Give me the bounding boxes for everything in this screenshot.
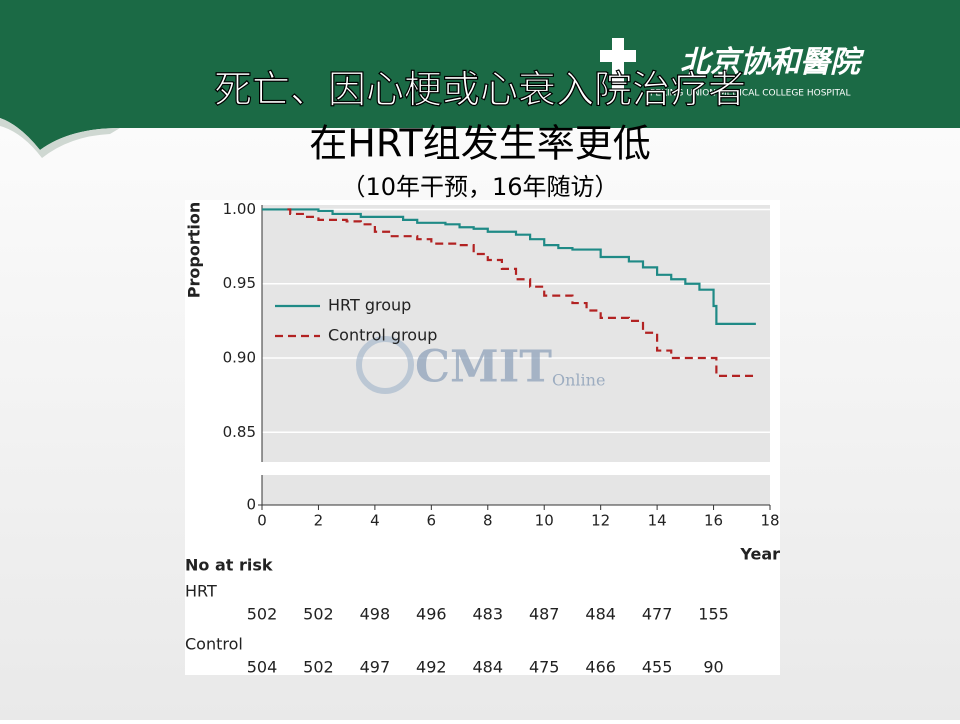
risk-count: 504 (247, 658, 278, 677)
logo-cn: 北京协和醫院 (680, 45, 865, 80)
logo-cross (600, 38, 636, 92)
title-line-1: 死亡、因心梗或心衰入院治疗者 (214, 68, 746, 112)
risk-count: 483 (473, 605, 504, 624)
watermark-globe (356, 336, 414, 394)
risk-count: 484 (585, 605, 616, 624)
risk-row-name: HRT (185, 582, 217, 601)
risk-row-name: Control (185, 635, 243, 654)
risk-count: 466 (585, 658, 616, 677)
y-tick-label: 0 (246, 496, 256, 514)
x-tick-label: 14 (648, 512, 667, 530)
y-tick-label: 0.95 (223, 274, 256, 292)
x-tick-label: 6 (427, 512, 437, 530)
km-curve (262, 208, 756, 325)
watermark: CMIT (415, 342, 552, 393)
plot-background (262, 205, 770, 462)
x-tick-label: 0 (257, 512, 267, 530)
subtitle: （10年干预，16年随访） (341, 173, 618, 201)
header-wave (0, 118, 120, 158)
risk-count: 498 (360, 605, 391, 624)
x-tick-label: 18 (760, 512, 779, 530)
risk-count: 455 (642, 658, 673, 677)
km-curve (287, 208, 756, 377)
risk-count: 502 (247, 605, 278, 624)
risk-count: 497 (360, 658, 391, 677)
x-tick-label: 4 (370, 512, 380, 530)
risk-count: 155 (698, 605, 729, 624)
x-tick-label: 16 (704, 512, 723, 530)
y-tick-label: 1.00 (223, 200, 256, 218)
watermark: Online (552, 371, 605, 390)
risk-count: 477 (642, 605, 673, 624)
risk-table-title: No at risk (185, 556, 273, 575)
legend-label: HRT group (328, 296, 411, 315)
title-line-2: 在HRT组发生率更低 (309, 122, 650, 166)
x-tick-label: 2 (314, 512, 324, 530)
header-band (0, 0, 960, 150)
risk-count: 487 (529, 605, 560, 624)
y-tick-label: 0.90 (223, 349, 256, 367)
x-tick-label: 8 (483, 512, 493, 530)
y-axis-label: Proportion (185, 202, 204, 298)
risk-count: 484 (473, 658, 504, 677)
x-tick-label: 12 (591, 512, 610, 530)
legend-label: Control group (328, 326, 437, 345)
risk-count: 90 (703, 658, 723, 677)
risk-count: 492 (416, 658, 447, 677)
lower-panel-background (262, 475, 770, 505)
risk-count: 502 (303, 658, 334, 677)
risk-count: 502 (303, 605, 334, 624)
x-tick-label: 10 (535, 512, 554, 530)
x-axis-label: Year (739, 545, 780, 564)
risk-count: 496 (416, 605, 447, 624)
risk-count: 475 (529, 658, 560, 677)
logo-en: PEKING UNION MEDICAL COLLEGE HOSPITAL (650, 89, 850, 99)
y-tick-label: 0.85 (223, 423, 256, 441)
